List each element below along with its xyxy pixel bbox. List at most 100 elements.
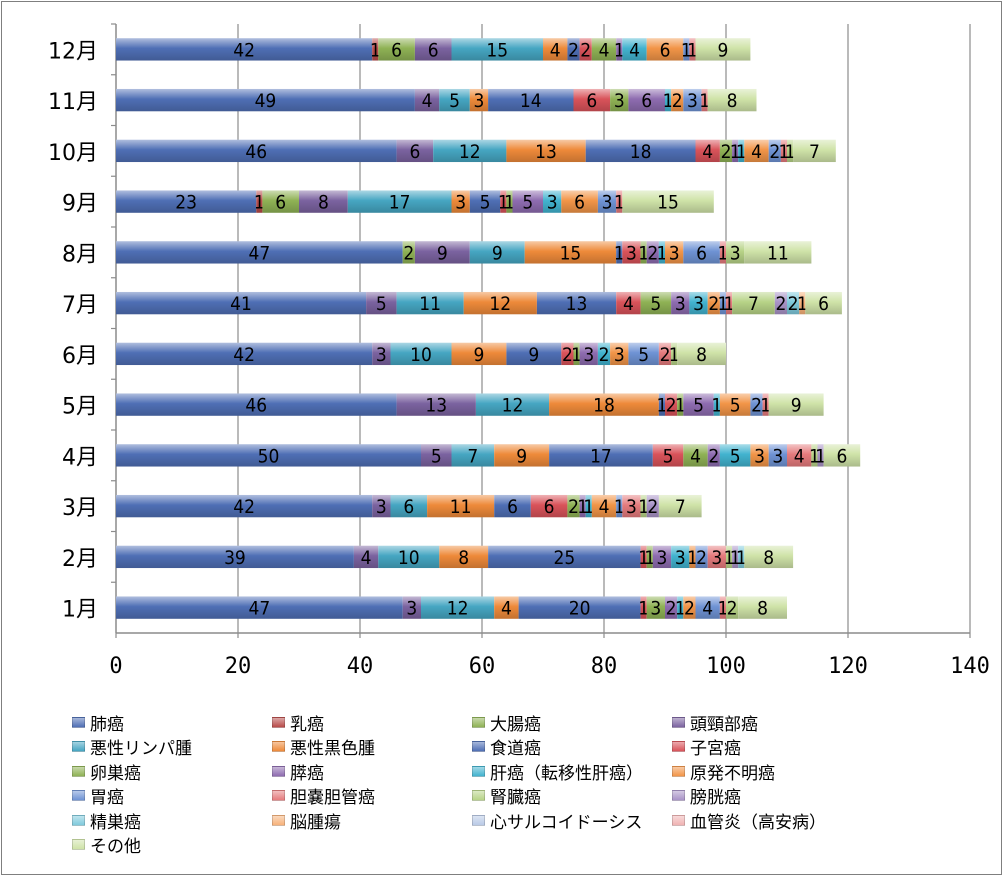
data-label: 2: [775, 293, 786, 315]
data-label: 4: [623, 293, 634, 315]
data-label: 5: [693, 395, 704, 417]
x-tick-label: 140: [950, 654, 990, 679]
data-label: 8: [696, 344, 707, 366]
legend-swatch: [472, 741, 485, 752]
data-label: 42: [233, 496, 255, 518]
data-label: 18: [630, 141, 652, 163]
data-label: 3: [583, 344, 594, 366]
data-label: 11: [450, 496, 472, 518]
data-label: 42: [233, 39, 255, 61]
legend-label: 腎臓癌: [490, 783, 541, 808]
data-label: 4: [702, 141, 713, 163]
data-label: 13: [535, 141, 557, 163]
legend-item: 子宮癌: [672, 735, 912, 760]
legend-label: 肝癌（転移性肝癌）: [490, 759, 643, 784]
legend-item: 心サルコイドーシス: [472, 808, 672, 833]
data-label: 7: [675, 496, 686, 518]
y-tick-label: 1月: [62, 598, 98, 623]
data-label: 3: [675, 293, 686, 315]
data-label: 49: [255, 90, 277, 112]
x-tick-label: 80: [591, 654, 618, 679]
data-label: 4: [361, 547, 372, 569]
legend-label: 食道癌: [490, 734, 541, 759]
data-label: 6: [544, 496, 555, 518]
data-label: 4: [702, 598, 713, 620]
legend-label: 悪性黒色腫: [290, 734, 375, 759]
data-label: 15: [560, 242, 582, 264]
legend-swatch: [472, 815, 485, 826]
data-label: 8: [458, 547, 469, 569]
legend-item: 肺癌: [72, 710, 272, 735]
y-tick-label: 10月: [48, 141, 98, 166]
data-label: 2: [403, 242, 414, 264]
legend-label: 胃癌: [90, 783, 124, 808]
data-label: 8: [318, 192, 329, 214]
data-label: 47: [248, 242, 270, 264]
legend-label: 脳腫瘍: [290, 808, 341, 833]
x-tick-label: 0: [109, 654, 122, 679]
y-tick-label: 12月: [48, 39, 98, 64]
x-tick-label: 100: [706, 654, 746, 679]
legend-item: 肝癌（転移性肝癌）: [472, 759, 672, 784]
data-label: 5: [650, 293, 661, 315]
data-label: 15: [657, 192, 679, 214]
legend-label: 膀胱癌: [690, 783, 741, 808]
data-label: 4: [422, 90, 433, 112]
data-label: 3: [455, 192, 466, 214]
data-label: 6: [275, 192, 286, 214]
data-label: 9: [474, 344, 485, 366]
data-label: 2: [708, 445, 719, 467]
legend-swatch: [72, 717, 85, 728]
data-label: 12: [459, 141, 481, 163]
y-tick-label: 8月: [62, 242, 98, 267]
data-label: 23: [175, 192, 197, 214]
data-label: 50: [258, 445, 280, 467]
legend-item: 精巣癌: [72, 808, 272, 833]
legend-swatch: [272, 717, 285, 728]
legend-label: 心サルコイドーシス: [490, 808, 642, 833]
data-label: 4: [599, 39, 610, 61]
data-label: 3: [406, 598, 417, 620]
data-label: 47: [248, 598, 270, 620]
data-label: 9: [492, 242, 503, 264]
data-label: 14: [520, 90, 542, 112]
legend-swatch: [272, 790, 285, 801]
legend-swatch: [672, 766, 685, 777]
data-label: 3: [657, 547, 668, 569]
data-label: 20: [569, 598, 591, 620]
data-label: 3: [650, 598, 661, 620]
data-label: 6: [428, 39, 439, 61]
data-label: 3: [626, 242, 637, 264]
data-label: 17: [389, 192, 411, 214]
data-label: 6: [391, 39, 402, 61]
legend-swatch: [672, 741, 685, 752]
legend-label: 子宮癌: [690, 734, 741, 759]
y-tick-label: 2月: [62, 547, 98, 572]
data-label: 4: [550, 39, 561, 61]
data-label: 2: [568, 39, 579, 61]
data-label: 3: [669, 242, 680, 264]
y-tick-label: 7月: [62, 293, 98, 318]
data-label: 5: [431, 445, 442, 467]
data-label: 12: [489, 293, 511, 315]
data-label: 10: [398, 547, 420, 569]
data-label: 4: [751, 141, 762, 163]
data-label: 8: [757, 598, 768, 620]
data-label: 5: [663, 445, 674, 467]
legend-label: 原発不明癌: [690, 759, 775, 784]
data-label: 9: [718, 39, 729, 61]
data-label: 12: [447, 598, 469, 620]
data-label: 25: [553, 547, 575, 569]
data-label: 3: [614, 344, 625, 366]
data-label: 13: [566, 293, 588, 315]
data-label: 6: [641, 90, 652, 112]
data-label: 41: [230, 293, 252, 315]
legend-label: 胆嚢胆管癌: [290, 783, 375, 808]
data-label: 11: [419, 293, 441, 315]
data-label: 3: [711, 547, 722, 569]
x-tick-label: 20: [225, 654, 252, 679]
data-label: 2: [672, 90, 683, 112]
legend-label: 悪性リンパ腫: [90, 734, 192, 759]
stacked-bar-chart: 0 20 40 60 80 100 120 14012月 42 1 6 6 15 4 2 2 4 1 4 6 11 911…: [2, 2, 1003, 702]
